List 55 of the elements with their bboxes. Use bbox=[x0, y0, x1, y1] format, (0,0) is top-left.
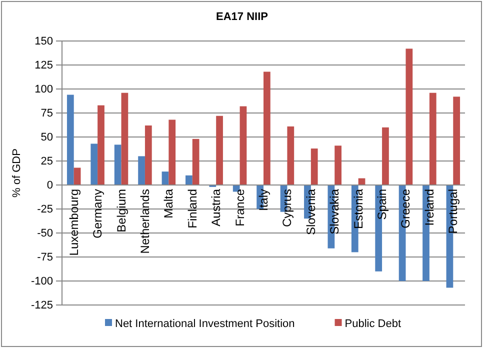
bar bbox=[74, 168, 81, 185]
y-tick-label: 75 bbox=[40, 108, 53, 120]
bar bbox=[186, 175, 192, 185]
x-tick-label: Slovenia bbox=[304, 188, 318, 236]
x-tick-label: Belgium bbox=[114, 189, 128, 232]
bar bbox=[429, 92, 436, 185]
bar bbox=[216, 116, 223, 185]
bar bbox=[310, 148, 318, 185]
x-tick-label: Netherlands bbox=[138, 189, 152, 254]
chart-title: EA17 NIIP bbox=[216, 11, 268, 23]
x-tick-label: Spain bbox=[375, 189, 390, 220]
bar bbox=[334, 146, 342, 185]
y-tick-label: -75 bbox=[37, 252, 53, 264]
x-tick-label: Austria bbox=[209, 188, 224, 226]
bar bbox=[144, 125, 152, 185]
bar bbox=[382, 127, 389, 185]
bar bbox=[168, 120, 176, 185]
bar bbox=[90, 144, 98, 185]
bar bbox=[240, 106, 247, 185]
x-tick-label: Luxembourg bbox=[66, 189, 81, 256]
x-tick-label: Finland bbox=[185, 189, 200, 228]
bar bbox=[287, 126, 294, 185]
y-tick-label: -25 bbox=[37, 204, 53, 216]
y-tick-label: 50 bbox=[40, 132, 53, 144]
y-tick-label: 25 bbox=[40, 156, 53, 168]
x-tick-label: Ireland bbox=[422, 189, 436, 226]
legend-label: Public Debt bbox=[344, 318, 402, 330]
bar bbox=[121, 92, 128, 185]
y-tick-label: -50 bbox=[37, 228, 53, 240]
legend-label: Net International Investment Position bbox=[115, 318, 295, 330]
x-tick-label: Malta bbox=[162, 188, 176, 218]
y-tick-label: -100 bbox=[30, 276, 53, 288]
x-tick-label: Italy bbox=[256, 189, 270, 212]
x-tick-label: Cyprus bbox=[280, 189, 294, 228]
x-tick-label: France bbox=[232, 188, 247, 226]
y-tick-label: 0 bbox=[46, 180, 53, 192]
bar bbox=[66, 94, 74, 185]
bar bbox=[453, 96, 460, 185]
bar bbox=[162, 172, 169, 185]
y-tick-label: -125 bbox=[30, 300, 53, 312]
y-tick-label: 100 bbox=[34, 84, 53, 96]
bar bbox=[406, 48, 413, 185]
bar bbox=[138, 156, 145, 185]
bar bbox=[264, 72, 270, 185]
bar bbox=[192, 138, 200, 185]
y-axis-title: % of GDP bbox=[11, 148, 23, 198]
y-tick-label: 125 bbox=[34, 60, 53, 72]
y-tick-label: 150 bbox=[34, 36, 53, 48]
bar bbox=[114, 144, 122, 185]
x-tick-label: Greece bbox=[398, 188, 413, 228]
x-tick-label: Portugal bbox=[446, 189, 460, 234]
x-tick-label: Estonia bbox=[351, 188, 366, 230]
bar bbox=[98, 105, 104, 185]
x-tick-label: Slovakia bbox=[328, 188, 342, 234]
x-tick-label: Germany bbox=[90, 189, 105, 238]
